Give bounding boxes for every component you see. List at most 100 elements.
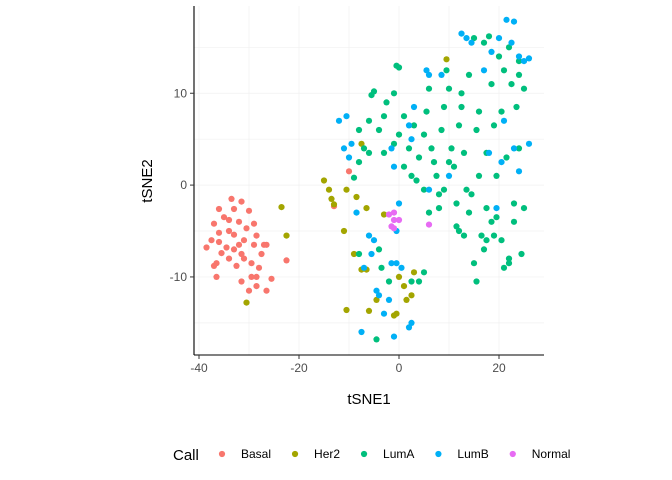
data-point: [450, 163, 458, 170]
data-point: [240, 255, 248, 262]
data-point: [355, 250, 363, 258]
data-point: [400, 113, 408, 120]
data-point: [498, 237, 505, 244]
data-point: [258, 250, 265, 258]
data-point: [228, 195, 235, 202]
data-point: [370, 88, 378, 95]
data-point: [493, 172, 500, 179]
data-point: [380, 113, 388, 120]
data-point: [500, 264, 508, 271]
data-point: [278, 204, 285, 211]
data-point: [515, 168, 523, 175]
data-point: [223, 244, 230, 251]
data-point: [235, 241, 243, 248]
data-point: [410, 103, 418, 111]
data-point: [493, 205, 500, 212]
data-point: [415, 154, 423, 161]
data-point: [405, 122, 413, 129]
data-point: [345, 168, 353, 175]
data-point: [365, 149, 373, 156]
data-point: [405, 145, 413, 152]
data-point: [248, 260, 255, 267]
data-point: [393, 260, 400, 267]
data-point: [343, 113, 350, 120]
data-point: [340, 227, 348, 235]
data-point: [220, 214, 228, 221]
data-point: [230, 231, 238, 238]
data-point: [340, 145, 348, 152]
data-point: [368, 250, 375, 258]
data-point: [403, 296, 410, 303]
data-point: [238, 250, 245, 258]
data-point: [355, 159, 363, 166]
data-point: [460, 232, 468, 239]
data-point: [490, 232, 498, 239]
data-point: [463, 35, 470, 42]
data-point: [408, 172, 415, 179]
data-point: [498, 108, 505, 115]
data-point: [390, 163, 398, 170]
data-point: [475, 172, 483, 179]
data-point: [370, 237, 378, 244]
data-point: [210, 262, 218, 269]
data-point: [400, 163, 408, 170]
data-point: [485, 149, 493, 156]
legend-key: [509, 450, 516, 458]
data-point: [395, 273, 403, 280]
legend-item-her2: Her2: [291, 447, 340, 461]
data-point: [473, 126, 480, 134]
data-point: [238, 278, 245, 285]
data-point: [215, 238, 223, 246]
data-point: [423, 67, 430, 74]
data-point: [488, 218, 495, 225]
data-point: [388, 145, 395, 152]
data-point: [353, 193, 360, 201]
data-point: [283, 232, 290, 239]
data-point: [428, 145, 435, 152]
data-point: [520, 205, 528, 212]
x-tick-label: -20: [290, 361, 308, 375]
legend-key: [360, 450, 368, 458]
data-point: [215, 229, 223, 236]
data-point: [398, 264, 405, 271]
x-axis-title: tSNE1: [347, 391, 390, 408]
data-point: [225, 216, 233, 224]
data-point: [230, 205, 238, 213]
data-point: [458, 90, 465, 97]
legend: Call Basal Her2 LumA LumB Normal: [173, 447, 570, 464]
data-point: [253, 283, 260, 290]
data-point: [463, 186, 470, 193]
data-point: [495, 53, 503, 60]
data-point: [515, 145, 523, 152]
data-point: [525, 140, 533, 147]
data-point: [420, 186, 428, 193]
data-point: [395, 200, 403, 207]
series-normal: [385, 209, 433, 232]
data-point: [225, 255, 233, 262]
data-point: [478, 232, 485, 239]
data-point: [218, 250, 225, 257]
data-point: [365, 117, 373, 124]
data-point: [348, 140, 355, 147]
data-point: [405, 324, 413, 331]
legend-label: Basal: [241, 447, 271, 461]
data-point: [468, 39, 475, 46]
data-point: [240, 237, 248, 244]
data-point: [408, 292, 415, 299]
data-point: [203, 244, 210, 251]
data-point: [355, 126, 363, 134]
data-point: [408, 278, 415, 285]
y-tick-label: 0: [180, 178, 187, 192]
data-point: [395, 64, 403, 71]
data-point: [420, 269, 428, 276]
data-point: [235, 218, 243, 225]
data-point: [503, 154, 510, 161]
data-point: [503, 16, 510, 23]
data-point: [395, 131, 403, 138]
data-point: [330, 201, 338, 208]
data-point: [250, 220, 258, 227]
data-point: [250, 241, 258, 248]
data-point: [470, 260, 478, 267]
data-point: [343, 186, 350, 193]
axes: [193, 6, 544, 356]
